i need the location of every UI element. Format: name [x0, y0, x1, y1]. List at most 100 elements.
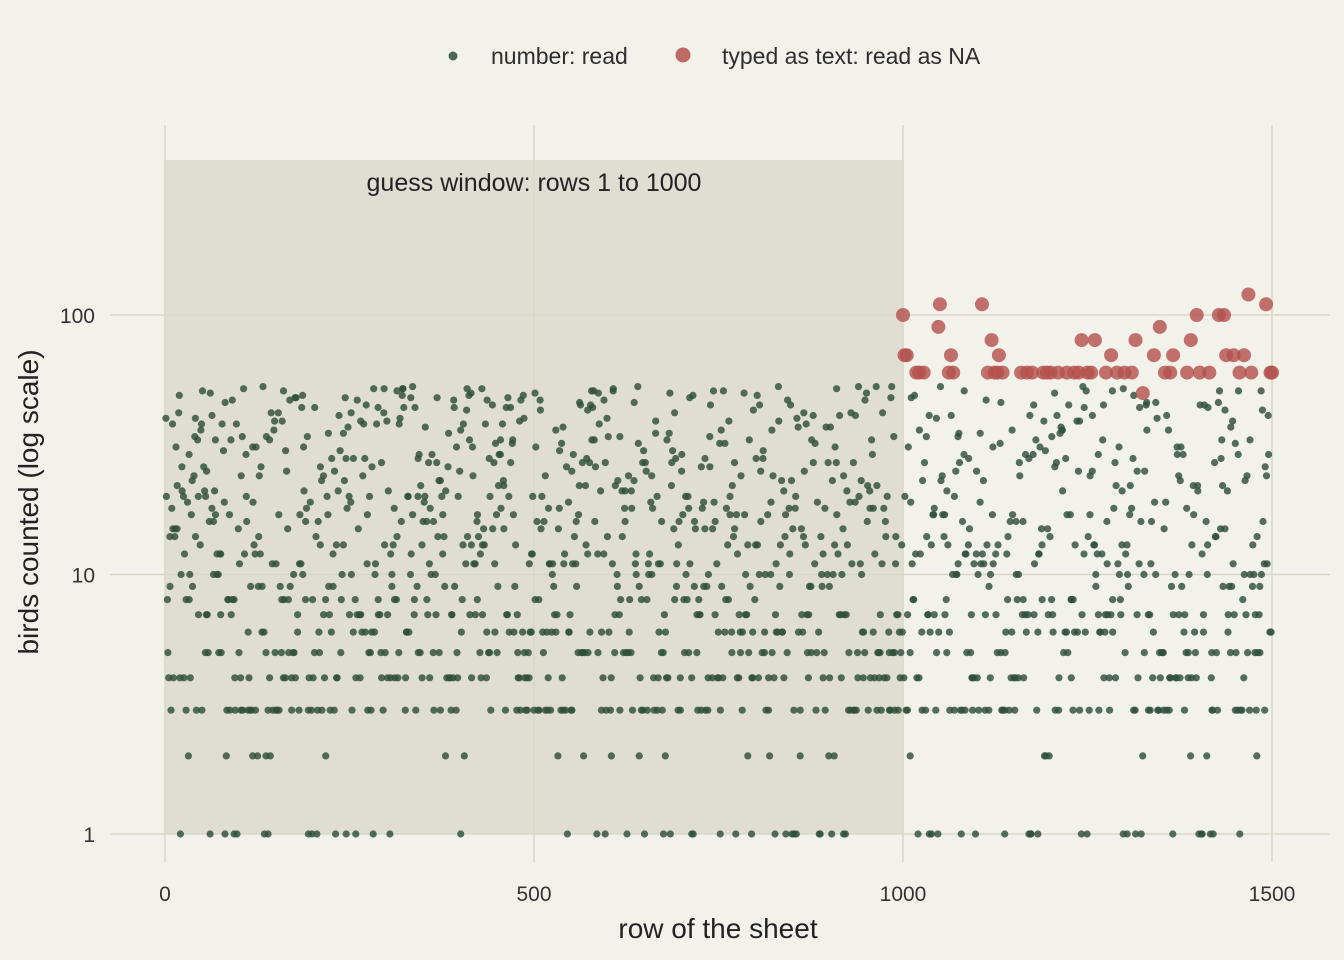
data-point-number-read — [460, 752, 468, 760]
data-point-number-read — [820, 649, 828, 657]
data-point-number-read — [952, 467, 960, 475]
data-point-number-read — [206, 389, 214, 397]
data-point-number-read — [339, 429, 347, 437]
data-point-number-read — [182, 706, 190, 714]
data-point-number-read — [1058, 426, 1066, 434]
data-point-number-read — [607, 752, 616, 760]
data-point-number-read — [310, 649, 319, 657]
data-point-number-read — [197, 426, 205, 434]
data-point-number-read — [653, 492, 661, 500]
data-point-number-read — [294, 628, 302, 636]
data-point-number-read — [756, 401, 764, 409]
data-point-number-read — [262, 649, 270, 657]
data-point-number-read — [852, 706, 860, 714]
data-point-number-read — [409, 383, 417, 391]
data-point-number-read — [787, 401, 795, 409]
data-point-number-read — [1030, 611, 1038, 619]
data-point-typed-as-text — [931, 319, 946, 334]
data-point-number-read — [509, 511, 517, 519]
data-point-number-read — [400, 403, 408, 412]
data-point-number-read — [821, 706, 829, 714]
data-point-number-read — [897, 649, 905, 657]
data-point-typed-as-text — [1226, 348, 1241, 363]
data-point-number-read — [716, 830, 724, 838]
data-point-number-read — [652, 417, 660, 425]
data-point-number-read — [800, 467, 808, 475]
data-point-number-read — [240, 385, 248, 393]
data-point-number-read — [667, 482, 676, 490]
data-point-number-read — [378, 674, 386, 682]
data-point-number-read — [582, 541, 590, 549]
data-point-number-read — [1136, 403, 1144, 412]
data-point-number-read — [693, 649, 701, 657]
data-point-number-read — [198, 706, 206, 714]
data-point-number-read — [402, 674, 410, 682]
data-point-number-read — [960, 387, 968, 395]
data-point-number-read — [1001, 649, 1009, 657]
data-point-number-read — [497, 504, 505, 512]
data-point-number-read — [208, 504, 216, 512]
data-point-number-read — [1133, 467, 1141, 475]
data-point-number-read — [1126, 511, 1134, 519]
data-point-number-read — [384, 487, 392, 495]
data-point-number-read — [1219, 482, 1227, 490]
data-point-number-read — [235, 560, 244, 568]
data-point-number-read — [552, 628, 560, 636]
data-point-number-read — [997, 398, 1005, 407]
data-point-number-read — [434, 533, 442, 541]
data-point-number-read — [1246, 706, 1254, 714]
data-point-number-read — [560, 560, 568, 568]
data-point-number-read — [209, 517, 218, 526]
data-point-number-read — [1204, 541, 1212, 549]
data-point-number-read — [656, 560, 665, 568]
data-point-number-read — [593, 830, 601, 838]
data-point-number-read — [322, 752, 330, 760]
data-point-number-read — [661, 752, 669, 760]
data-point-number-read — [413, 582, 421, 591]
data-point-number-read — [975, 706, 983, 714]
data-point-number-read — [371, 560, 380, 568]
data-point-number-read — [769, 472, 777, 480]
data-point-number-read — [1048, 596, 1056, 604]
data-point-number-read — [1014, 674, 1022, 682]
data-point-number-read — [1175, 611, 1183, 619]
y-axis-title: birds counted (log scale) — [13, 349, 44, 654]
data-point-number-read — [771, 830, 779, 838]
data-point-number-read — [598, 628, 606, 636]
data-point-number-read — [559, 423, 567, 431]
data-point-number-read — [754, 674, 763, 682]
data-point-number-read — [780, 674, 788, 682]
data-point-number-read — [1140, 649, 1148, 657]
data-point-number-read — [374, 403, 382, 412]
data-point-number-read — [414, 492, 422, 500]
data-point-number-read — [764, 511, 772, 519]
data-point-number-read — [354, 525, 362, 533]
data-point-number-read — [498, 420, 507, 428]
data-point-number-read — [936, 383, 945, 391]
data-point-number-read — [698, 504, 706, 512]
data-point-number-read — [1081, 628, 1089, 636]
data-point-number-read — [527, 628, 535, 636]
data-point-number-read — [926, 628, 934, 636]
data-point-number-read — [457, 628, 465, 636]
data-point-number-read — [535, 596, 543, 604]
data-point-number-read — [426, 504, 434, 512]
data-point-number-read — [370, 628, 379, 636]
data-point-number-read — [746, 582, 754, 591]
data-point-number-read — [493, 649, 501, 657]
data-point-number-read — [561, 706, 570, 714]
data-point-number-read — [856, 560, 864, 568]
data-point-number-read — [614, 477, 622, 485]
data-point-number-read — [1261, 463, 1269, 471]
data-point-number-read — [393, 533, 401, 541]
data-point-number-read — [751, 596, 759, 604]
data-point-number-read — [288, 706, 296, 714]
data-point-number-read — [1092, 582, 1100, 591]
data-point-number-read — [774, 383, 783, 391]
data-point-number-read — [433, 459, 441, 467]
data-point-number-read — [604, 433, 612, 441]
data-point-number-read — [485, 649, 494, 657]
data-point-number-read — [370, 385, 378, 393]
data-point-number-read — [211, 487, 219, 495]
data-point-number-read — [388, 570, 396, 579]
